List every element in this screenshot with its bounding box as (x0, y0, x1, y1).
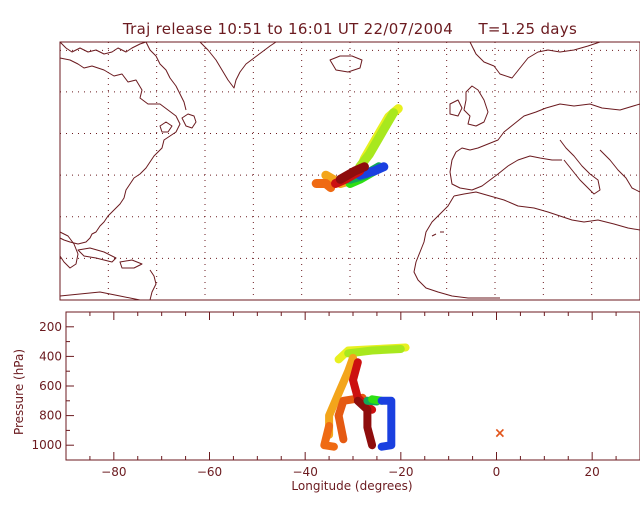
y-tick-label: 1000 (31, 438, 62, 452)
ireland-coast (449, 99, 463, 117)
pressure-trajectory (320, 422, 338, 451)
release-point-marker: × (494, 426, 506, 442)
italy-coast (559, 139, 601, 195)
map-panel (59, 41, 640, 301)
newfoundland-coast (181, 113, 197, 129)
trajectory-path (355, 108, 398, 172)
x-axis-title: Longitude (degrees) (291, 479, 412, 493)
x-tick-label: −40 (293, 465, 318, 479)
florida-coast (59, 231, 79, 269)
hispaniola-coast (119, 259, 143, 269)
labrador-coast (145, 41, 187, 111)
map-grid (60, 42, 640, 300)
trajectory-path (355, 162, 389, 180)
trajectory-path (335, 162, 369, 184)
x-tick-label: 0 (493, 465, 501, 479)
north-america-coast (59, 57, 181, 245)
trajectories (311, 104, 403, 193)
pressure-series: × (320, 343, 506, 451)
pressure-ticks: −80 −60 −40 −20 0 20 200 400 600 800 1000 (31, 312, 617, 479)
x-tick-label: 20 (585, 465, 600, 479)
y-tick-label: 200 (39, 320, 62, 334)
africa-coast (453, 191, 640, 231)
pressure-trajectory (325, 353, 357, 439)
antilles-coast (149, 269, 157, 301)
x-tick-label: −80 (101, 465, 126, 479)
pressure-trajectory (344, 345, 405, 358)
trajectory-path (311, 179, 336, 193)
coastlines (59, 41, 640, 301)
hudson-region (59, 41, 147, 55)
y-axis-title: Pressure (hPa) (12, 349, 26, 435)
y-tick-label: 400 (39, 349, 62, 363)
pressure-trajectory (377, 396, 396, 451)
pressure-trajectory (353, 396, 377, 450)
chart-title: Traj release 10:51 to 16:01 UT 22/07/200… (122, 20, 578, 38)
greenland-coast (199, 41, 277, 89)
pressure-trajectory (334, 393, 367, 444)
x-tick-label: −20 (388, 465, 413, 479)
canary-islands (431, 231, 444, 237)
balkans-coast (599, 149, 640, 193)
iceland-coast (329, 55, 363, 73)
x-tick-label: −60 (197, 465, 222, 479)
south-america-coast (59, 291, 141, 301)
scandinavia-coast (469, 41, 601, 79)
british-isles-coast (463, 85, 489, 127)
y-tick-label: 800 (39, 409, 62, 423)
pressure-panel: −80 −60 −40 −20 0 20 200 400 600 800 1000 × Longit… (12, 311, 640, 493)
cuba-coast (77, 247, 117, 263)
nova-scotia-coast (159, 121, 173, 133)
y-tick-label: 600 (39, 379, 62, 393)
west-africa-coast (413, 195, 500, 299)
continental-europe-coast (449, 103, 640, 191)
